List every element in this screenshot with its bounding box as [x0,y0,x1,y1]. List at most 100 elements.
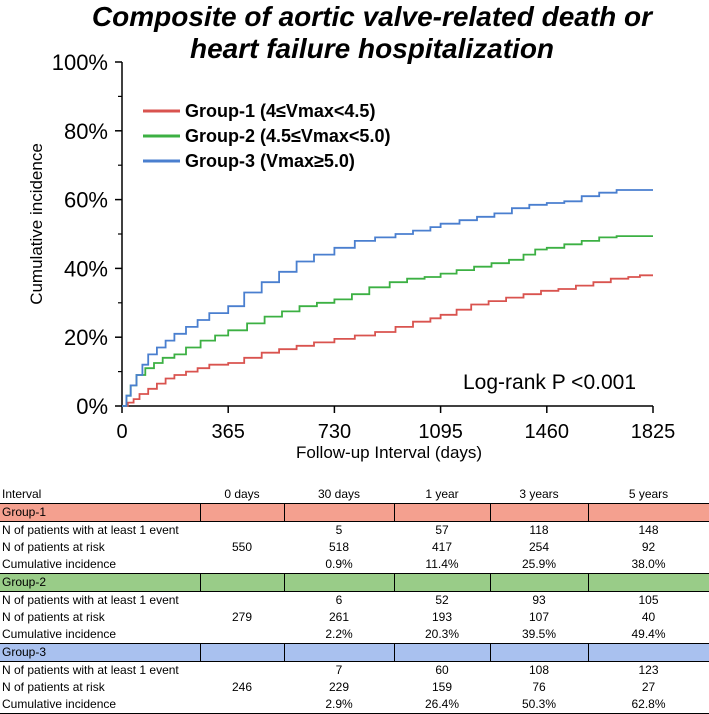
table-cell: 118 [529,523,549,537]
table-cell: 52 [435,593,449,607]
group-header-cell [587,573,709,592]
table-header-cell: 1 year [394,486,490,504]
table-header-cell: 3 years [490,486,588,504]
chart-title-line-2: heart failure hospitalization [190,33,554,64]
table-cell: 6 [335,593,343,607]
table-cell: 57 [435,523,449,537]
group-header-cell [393,643,490,662]
table-row: Cumulative incidence 0.9% 11.4% 25.9% 38.0% [0,556,709,574]
legend-label-group-2: Group-2 (4.5≤Vmax<5.0) [185,126,390,146]
group-header-cell [393,503,490,522]
table-header-cell: 30 days [284,486,394,504]
legend-label-group-1: Group-1 (4≤Vmax<4.5) [185,101,375,121]
table-cell: 159 [431,680,453,694]
group-header-row: Group-3 [0,643,709,662]
group-header-cell [199,503,284,522]
axes: 0% 20% 40% 60% 80% 100% 0 365 730 1095 1460 1825 [52,50,676,443]
y-tick-label: 100% [52,50,108,75]
series-line-group-3 [122,189,653,407]
table-cell [200,696,284,714]
y-tick-label: 60% [64,188,108,213]
x-tick-label: 1095 [418,421,463,443]
group-header-cell [199,573,284,592]
y-tick-label: 80% [64,119,108,144]
row-label: N of patients at risk [2,540,105,554]
row-label: N of patients at risk [2,680,105,694]
row-label: Cumulative incidence [2,557,117,571]
x-tick-label: 730 [318,421,351,443]
x-axis-title: Follow-up Interval (days) [296,443,482,462]
row-label: N of patients with at least 1 event [2,663,179,677]
table-cell: 93 [532,593,546,607]
y-tick-label: 20% [64,325,108,350]
table-cell: 0.9% [325,557,353,571]
table-cell [200,556,284,574]
group-header-cell [587,643,709,662]
group-header-cell [283,573,394,592]
table-cell: 50.3% [490,696,588,714]
x-tick-label: 365 [212,421,245,443]
group-header-cell [489,503,588,522]
group-name: Group-1 [0,503,200,522]
y-tick-label: 0% [76,394,108,419]
row-label: N of patients at risk [2,610,105,624]
series-line-group-2 [122,235,653,407]
legend-label-group-3: Group-3 (Vmax≥5.0) [185,151,355,171]
group-name: Group-3 [0,643,200,662]
table-cell: 2.2% [325,627,353,641]
group-header-row: Group-2 [0,573,709,592]
row-label: N of patients with at least 1 event [2,593,179,607]
table-cell: 49.4% [631,627,666,641]
table-cell [200,662,284,680]
table-cell: 261 [328,610,350,624]
table-cell: 254 [528,540,550,554]
group-header-cell [283,643,394,662]
table-cell: 2.9% [284,696,394,714]
table-cell: 39.5% [521,627,557,641]
table-row: Cumulative incidence 2.2% 20.3% 39.5% 49.4% [0,626,709,644]
table-cell [200,626,284,644]
table-cell: 417 [431,540,453,554]
table-row: N of patients with at least 1 event 5 57 11… [0,522,709,540]
table-cell [200,592,284,610]
table-row: N of patients with at least 1 event 7 60 10… [0,662,709,680]
table-cell: 148 [638,523,659,537]
group-header-cell [489,573,588,592]
table-cell: 123 [638,663,659,677]
table-header-cell: 5 years [588,486,709,504]
group-header-row: Group-1 [0,503,709,522]
table-cell: 25.9% [521,557,557,571]
group-header-cell [283,503,394,522]
group-header-cell [489,643,588,662]
chart-title-line-1: Composite of aortic valve-related death … [92,1,654,32]
table-cell: 107 [528,610,550,624]
table-row: Cumulative incidence 2.9% 26.4% 50.3% 62.8% [0,696,709,714]
table-cell: 550 [231,540,253,554]
table-row: N of patients at risk 550 518 417 254 92 [0,539,709,556]
table-cell: 27 [641,680,656,694]
x-tick-label: 0 [116,421,127,443]
table-cell: 7 [335,663,343,677]
x-tick-label: 1825 [631,421,676,443]
table-cell: 5 [335,523,343,537]
legend: Group-1 (4≤Vmax<4.5) Group-2 (4.5≤Vmax<5… [143,101,390,171]
table-header-cell: Interval [0,486,200,504]
risk-table: Interval 0 days 30 days 1 year 3 years 5 year… [0,486,709,714]
table-cell: 26.4% [394,696,490,714]
table-cell: 105 [638,593,659,607]
row-label: Cumulative incidence [2,627,117,641]
group-header-cell [199,643,284,662]
table-cell: 20.3% [424,627,460,641]
group-name: Group-2 [0,573,200,592]
table-cell: 229 [328,680,350,694]
km-chart: Composite of aortic valve-related death … [27,1,676,462]
row-label: Cumulative incidence [0,696,200,714]
table-cell: 62.8% [588,696,709,714]
group-header-cell [587,503,709,522]
table-cell: 92 [641,540,656,554]
y-tick-label: 40% [64,256,108,281]
table-cell: 76 [532,680,546,694]
table-row: N of patients at risk 246 229 159 76 27 [0,679,709,696]
table-header-row: Interval 0 days 30 days 1 year 3 years 5 year… [0,486,709,504]
row-label: N of patients with at least 1 event [2,523,179,537]
